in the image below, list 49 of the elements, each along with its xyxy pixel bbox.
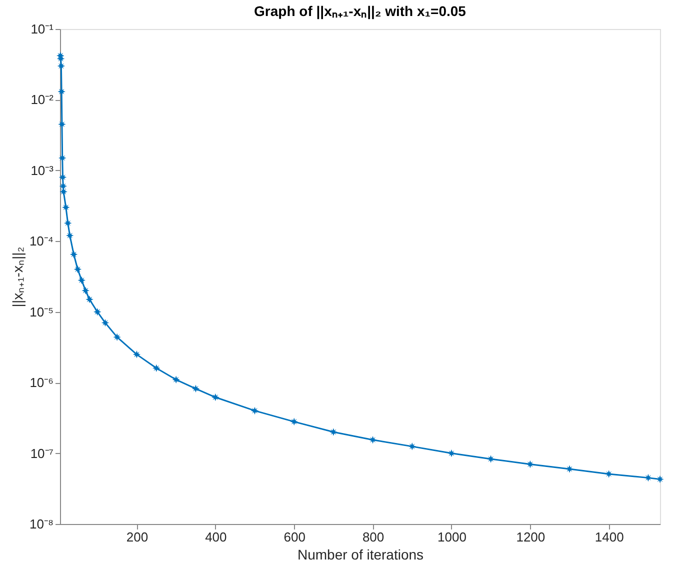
point (82, 286, 90, 294)
point (57, 62, 66, 70)
x-tick-label: 1000 (438, 530, 466, 544)
y-axis-title: ||xₙ₊₁-xₙ||₂ (9, 246, 26, 308)
chart-title: Graph of ||xₙ₊₁-xₙ||₂ with x₁=0.05 (254, 3, 466, 20)
x-tick-label: 400 (205, 530, 227, 544)
point (330, 428, 338, 436)
point (656, 475, 664, 484)
y-tick-label: 10⁻⁵ (30, 304, 54, 320)
point (172, 376, 180, 384)
point (368, 436, 377, 444)
point (526, 460, 534, 468)
y-tick-label: 10⁻⁷ (30, 446, 54, 461)
x-tick-label: 200 (126, 530, 148, 544)
y-tick-label: 10⁻¹ (30, 22, 54, 36)
point (58, 154, 66, 162)
point (486, 455, 495, 463)
point (86, 296, 94, 304)
point (64, 219, 72, 227)
point (66, 232, 74, 240)
point (448, 449, 456, 458)
x-tick-label: 1400 (594, 530, 624, 544)
point (101, 318, 110, 327)
point (70, 250, 78, 258)
y-tick-label: 10⁻⁴ (29, 234, 54, 249)
point (566, 465, 574, 473)
point (62, 204, 70, 212)
x-tick-label: 800 (362, 530, 384, 544)
y-tick-label: 10⁻⁸ (30, 516, 54, 532)
point (152, 364, 160, 372)
point (604, 470, 613, 478)
point (290, 418, 298, 426)
point (192, 384, 200, 393)
point (74, 265, 82, 274)
x-tick-label: 1200 (516, 530, 546, 544)
point (132, 350, 141, 358)
y-tick-label: 10⁻² (30, 92, 54, 108)
point (212, 393, 220, 402)
y-tick-label: 10⁻⁶ (30, 375, 54, 390)
point (250, 406, 259, 415)
point (78, 276, 86, 284)
x-tick-label: 600 (284, 530, 306, 544)
x-axis-title: Number of iterations (297, 546, 424, 562)
y-tick-label: 10⁻³ (30, 162, 54, 178)
point (408, 442, 416, 450)
point (113, 333, 121, 341)
point (94, 308, 102, 316)
point (59, 182, 68, 190)
point (644, 474, 652, 482)
